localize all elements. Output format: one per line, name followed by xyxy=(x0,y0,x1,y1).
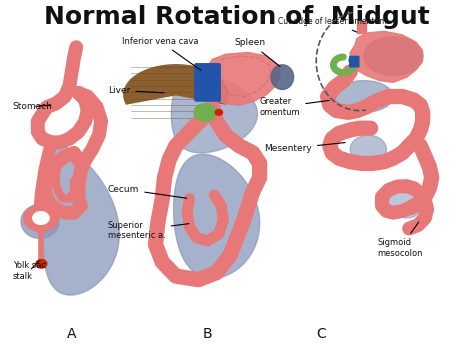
Polygon shape xyxy=(24,204,58,231)
Text: Inferior vena cava: Inferior vena cava xyxy=(121,37,201,70)
FancyBboxPatch shape xyxy=(350,56,359,67)
Polygon shape xyxy=(42,144,119,295)
Circle shape xyxy=(215,110,222,115)
Text: Superior
mesenteric a.: Superior mesenteric a. xyxy=(108,221,189,240)
Polygon shape xyxy=(203,53,280,105)
Text: Greater
omentum: Greater omentum xyxy=(260,97,329,117)
Polygon shape xyxy=(364,37,423,75)
Text: Cut edge of lesser omentum: Cut edge of lesser omentum xyxy=(278,17,386,32)
Polygon shape xyxy=(271,65,293,89)
Text: Yolk sac
stalk: Yolk sac stalk xyxy=(13,261,46,280)
Polygon shape xyxy=(124,65,228,104)
Text: Spleen: Spleen xyxy=(235,38,280,67)
Circle shape xyxy=(36,260,47,268)
Polygon shape xyxy=(350,31,423,82)
Text: B: B xyxy=(203,327,212,341)
Polygon shape xyxy=(357,21,366,33)
Polygon shape xyxy=(350,135,386,163)
Text: Mesentery: Mesentery xyxy=(264,143,345,153)
Text: C: C xyxy=(316,327,326,341)
Text: Liver: Liver xyxy=(108,86,164,95)
FancyBboxPatch shape xyxy=(195,64,220,101)
Polygon shape xyxy=(21,204,59,239)
Polygon shape xyxy=(389,183,425,218)
Circle shape xyxy=(194,104,217,121)
Text: Sigmoid
mesocolon: Sigmoid mesocolon xyxy=(377,222,423,258)
Polygon shape xyxy=(173,154,260,278)
Polygon shape xyxy=(171,75,257,153)
Polygon shape xyxy=(334,81,393,112)
Text: Normal Rotation of  Midgut: Normal Rotation of Midgut xyxy=(44,5,430,29)
Text: Cecum: Cecum xyxy=(108,185,187,198)
Polygon shape xyxy=(33,212,49,224)
Text: A: A xyxy=(67,327,76,341)
Text: Stomach: Stomach xyxy=(13,102,53,111)
